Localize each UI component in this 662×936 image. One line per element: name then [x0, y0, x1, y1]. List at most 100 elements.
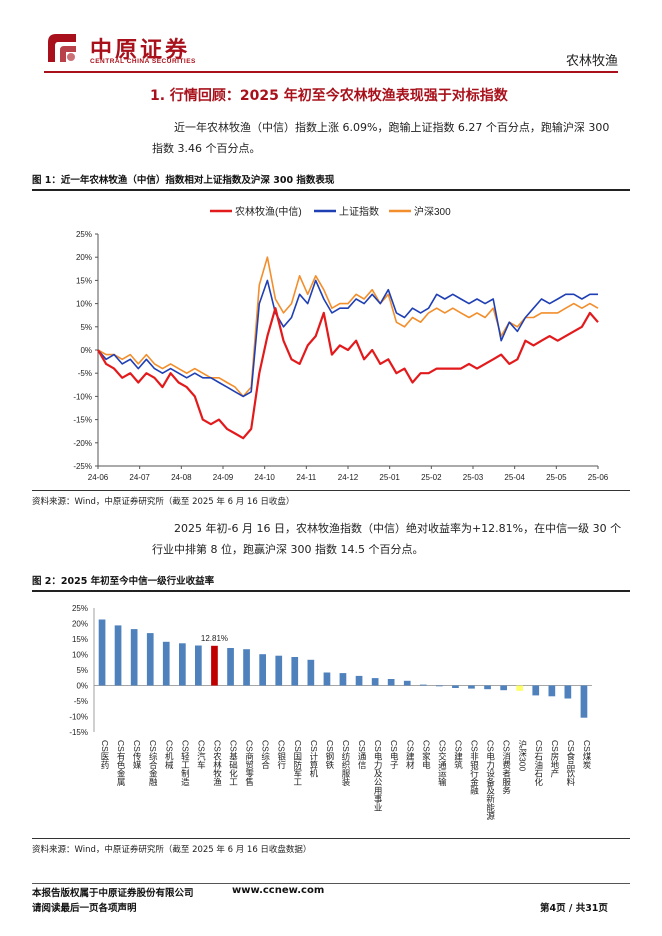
x-tick-label: 24-06 [88, 473, 109, 482]
x-tick-label: 24-11 [296, 473, 316, 482]
bar-13 [307, 659, 315, 686]
paragraph-2: 2025 年初-6 月 16 日，农林牧渔指数（中信）绝对收益率为+12.81%… [66, 518, 626, 560]
footer-disclaimer: 请阅读最后一页各项声明 [32, 903, 137, 914]
x-tick-label: 25-02 [421, 473, 442, 482]
y-tick-label: -5% [74, 697, 88, 706]
y-tick-label: -15% [69, 728, 88, 737]
bar-0 [98, 619, 106, 686]
bar-25 [500, 685, 507, 691]
category-label: CS非银行金融 [470, 740, 480, 795]
category-label: CS农林牧渔 [212, 740, 222, 786]
figure-2-title: 图 2：2025 年初至今中信一级行业收益率 [32, 576, 215, 587]
bar-27 [532, 685, 540, 696]
legend-item-2: 沪深300 [389, 205, 451, 218]
y-tick-label: -25% [73, 462, 92, 471]
y-tick-label: -15% [73, 416, 92, 425]
paragraph-2-line-2: 行业中排第 8 位，跑赢沪深 300 指数 14.5 个百分点。 [152, 543, 424, 556]
bar-21 [436, 685, 443, 687]
bar-15 [339, 673, 347, 686]
y-tick-label: 10% [76, 300, 92, 309]
bar-3 [146, 633, 154, 686]
bar-28 [548, 685, 556, 697]
category-label: CS综合 [261, 740, 271, 770]
category-label: CS食品饮料 [566, 740, 576, 787]
legend-label: 沪深300 [414, 205, 451, 218]
figure-2-top-rule [32, 590, 630, 592]
x-tick-label: 24-08 [171, 473, 192, 482]
bar-20 [419, 684, 427, 686]
category-label: CS电力设备及新能源 [486, 740, 496, 821]
figure-2-bottom-rule [32, 838, 630, 839]
figure-1-top-rule [32, 189, 630, 191]
bar-annotation: 12.81% [201, 634, 228, 643]
bar-17 [371, 678, 379, 686]
footer-page-number: 第4页 / 共31页 [540, 903, 608, 914]
paragraph-1: 近一年农林牧渔（中信）指数上涨 6.09%，跑输上证指数 6.27 个百分点，跑… [66, 117, 626, 159]
category-label: CS交通运输 [437, 740, 447, 787]
legend-item-0: 农林牧渔(中信) [210, 205, 302, 218]
category-label: CS房地产 [550, 740, 560, 778]
category-label: CS家电 [421, 740, 431, 769]
category-label: CS医药 [100, 740, 110, 770]
y-tick-label: 5% [76, 666, 88, 675]
y-tick-label: 5% [80, 323, 92, 332]
y-tick-label: 25% [76, 230, 92, 239]
x-tick-label: 25-05 [546, 473, 567, 482]
y-tick-label: 25% [72, 604, 88, 613]
figure-2-bar-chart: 25% 20% 15% 10% 5% 0% -5% -10% -15% CS医药 CS有色金属 CS传… [69, 604, 592, 821]
footer-divider [32, 883, 630, 884]
report-section-label: 农林牧渔 [565, 54, 618, 69]
category-label: CS基础化工 [229, 740, 239, 786]
bar-4 [162, 641, 170, 686]
legend-label: 农林牧渔(中信) [235, 205, 302, 218]
footer-website-link[interactable]: www.ccnew.com [232, 885, 325, 896]
category-label: CS通信 [357, 740, 367, 770]
bar-23 [468, 685, 475, 689]
bar-1 [114, 625, 122, 686]
figure-1-bottom-rule [32, 490, 630, 491]
bar-14 [323, 672, 331, 686]
bar-11 [275, 655, 283, 686]
category-label: CS有色金属 [116, 740, 126, 787]
header-divider [44, 71, 618, 73]
company-logo-icon [48, 34, 76, 62]
category-label: CS钢铁 [325, 740, 335, 770]
bar-12 [291, 657, 299, 686]
y-tick-label: 20% [72, 620, 88, 629]
figure-1-source: 资料来源：Wind，中原证券研究所（截至 2025 年 6 月 16 日收盘） [32, 497, 295, 507]
x-tick-label: 24-10 [254, 473, 275, 482]
y-tick-label: 0% [80, 346, 92, 355]
x-tick-label: 24-07 [129, 473, 150, 482]
bar-29 [564, 685, 572, 699]
x-tick-label: 25-06 [588, 473, 609, 482]
category-label: CS纺织服装 [341, 740, 351, 787]
figure-2-source: 资料来源：Wind，中原证券研究所（截至 2025 年 6 月 16 日收盘数据… [32, 845, 312, 855]
bar-5 [179, 643, 186, 686]
x-tick-label: 25-01 [379, 473, 400, 482]
category-label: CS机械 [164, 740, 174, 770]
bar-16 [355, 675, 363, 686]
bar-19 [403, 680, 411, 686]
series-line-1 [97, 279, 598, 398]
x-tick-label: 24-12 [338, 473, 359, 482]
series-line-2 [97, 256, 599, 398]
category-label: CS电力及公用事业 [373, 740, 383, 811]
company-name-cn: 中原证券 [90, 37, 191, 63]
series-line-0 [97, 307, 599, 440]
section-heading: 1. 行情回顾：2025 年初至今农林牧渔表现强于对标指数 [150, 88, 508, 104]
x-tick-label: 25-04 [504, 473, 525, 482]
bar-9 [243, 649, 250, 686]
company-name-en: CENTRAL CHINA SECURITIES [90, 58, 196, 65]
bar-26 [516, 685, 523, 691]
category-label: CS轻工制造 [180, 740, 190, 787]
bar-24 [484, 685, 491, 690]
bar-30 [580, 685, 588, 718]
y-tick-label: -10% [69, 713, 88, 722]
bar-8 [227, 648, 234, 686]
category-label: CS汽车 [196, 740, 206, 770]
legend-label: 上证指数 [339, 205, 379, 218]
bar-6 [195, 645, 202, 686]
category-label: CS银行 [277, 740, 287, 770]
y-tick-label: 15% [76, 276, 92, 285]
category-label: CS计算机 [309, 740, 319, 778]
